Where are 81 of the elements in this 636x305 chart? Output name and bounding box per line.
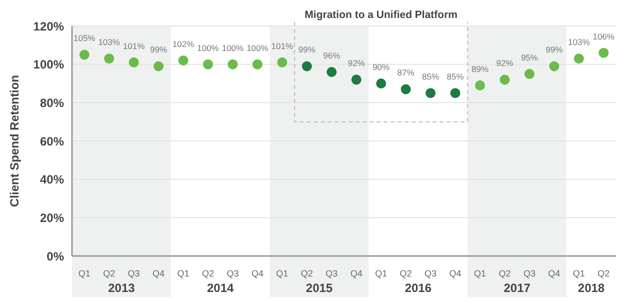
y-tick-label: 100% (33, 58, 64, 72)
data-label: 95% (520, 52, 538, 62)
point (500, 74, 510, 85)
data-label: 102% (172, 38, 195, 49)
data-label: 103% (568, 37, 590, 48)
y-tick-label: 80% (40, 96, 64, 110)
data-label: 100% (246, 42, 269, 53)
x-tick-label: Q2 (400, 268, 412, 278)
data-label: 100% (222, 42, 244, 53)
point (104, 54, 114, 64)
point (376, 78, 386, 88)
y-tick-label: 60% (40, 134, 64, 148)
point (450, 88, 460, 98)
data-label: 99% (298, 44, 316, 55)
x-tick-label: Q3 (226, 268, 239, 278)
point (598, 48, 609, 58)
text: 2013 (108, 281, 136, 295)
y-tick-label: 40% (40, 172, 64, 187)
data-label: 103% (98, 37, 120, 48)
data-label: 96% (323, 50, 341, 60)
x-tick-label: Q2 (300, 268, 313, 278)
point (574, 54, 584, 64)
data-label: 101% (122, 40, 146, 51)
text: 2014 (207, 281, 234, 295)
x-tick-label: Q4 (548, 268, 560, 278)
data-label: 100% (197, 42, 220, 53)
point (252, 59, 262, 70)
x-tick-label: Q4 (449, 268, 462, 278)
point (128, 57, 139, 68)
x-tick-label: Q1 (375, 268, 388, 278)
x-tick-label: Q1 (474, 268, 486, 278)
point (426, 88, 436, 98)
x-tick-label: Q1 (276, 268, 288, 278)
x-tick-label: Q2 (103, 268, 116, 278)
data-label: 87% (397, 68, 415, 78)
data-label: 85% (446, 72, 464, 82)
text: Migration to a Unified Platform (304, 9, 458, 21)
point (351, 74, 362, 85)
data-label: 89% (471, 64, 489, 74)
x-tick-label: Q3 (326, 268, 338, 278)
x-tick-label: Q1 (177, 268, 190, 278)
x-tick-label: Q1 (572, 268, 585, 278)
text: 2015 (306, 281, 333, 295)
point (326, 67, 337, 77)
x-tick-label: Q4 (251, 268, 264, 278)
x-tick-label: Q3 (128, 268, 140, 278)
x-tick-label: Q2 (498, 268, 511, 278)
point (178, 56, 188, 66)
point (302, 61, 312, 72)
data-label: 92% (348, 58, 366, 68)
data-label: 105% (73, 33, 96, 44)
x-tick-label: Q3 (424, 268, 437, 278)
y-tick-label: 0% (46, 249, 64, 264)
y-tick-label: 20% (40, 210, 64, 225)
point (203, 59, 213, 70)
text: 2018 (578, 281, 605, 295)
point (154, 61, 164, 72)
data-label: 106% (592, 31, 615, 42)
x-tick-label: Q4 (152, 268, 165, 278)
x-tick-label: Q2 (202, 268, 214, 278)
text: 2017 (504, 281, 531, 295)
point (79, 50, 90, 60)
data-label: 92% (496, 58, 514, 68)
x-tick-label: Q3 (523, 268, 536, 278)
data-label: 85% (422, 72, 440, 82)
y-axis-title: Client Spend Retention (7, 75, 22, 207)
data-label: 99% (546, 44, 564, 55)
point (475, 80, 485, 90)
point (228, 59, 238, 70)
x-tick-label: Q1 (78, 268, 90, 278)
text: 2016 (404, 281, 432, 295)
point (277, 57, 288, 68)
data-label: 90% (372, 62, 390, 72)
data-label: 101% (271, 40, 294, 51)
point (400, 84, 411, 94)
data-label: 99% (150, 44, 168, 55)
y-tick-label: 120% (33, 19, 64, 34)
point (524, 68, 534, 79)
x-tick-label: Q2 (598, 268, 610, 278)
x-tick-label: Q4 (350, 268, 362, 278)
point (549, 61, 560, 72)
